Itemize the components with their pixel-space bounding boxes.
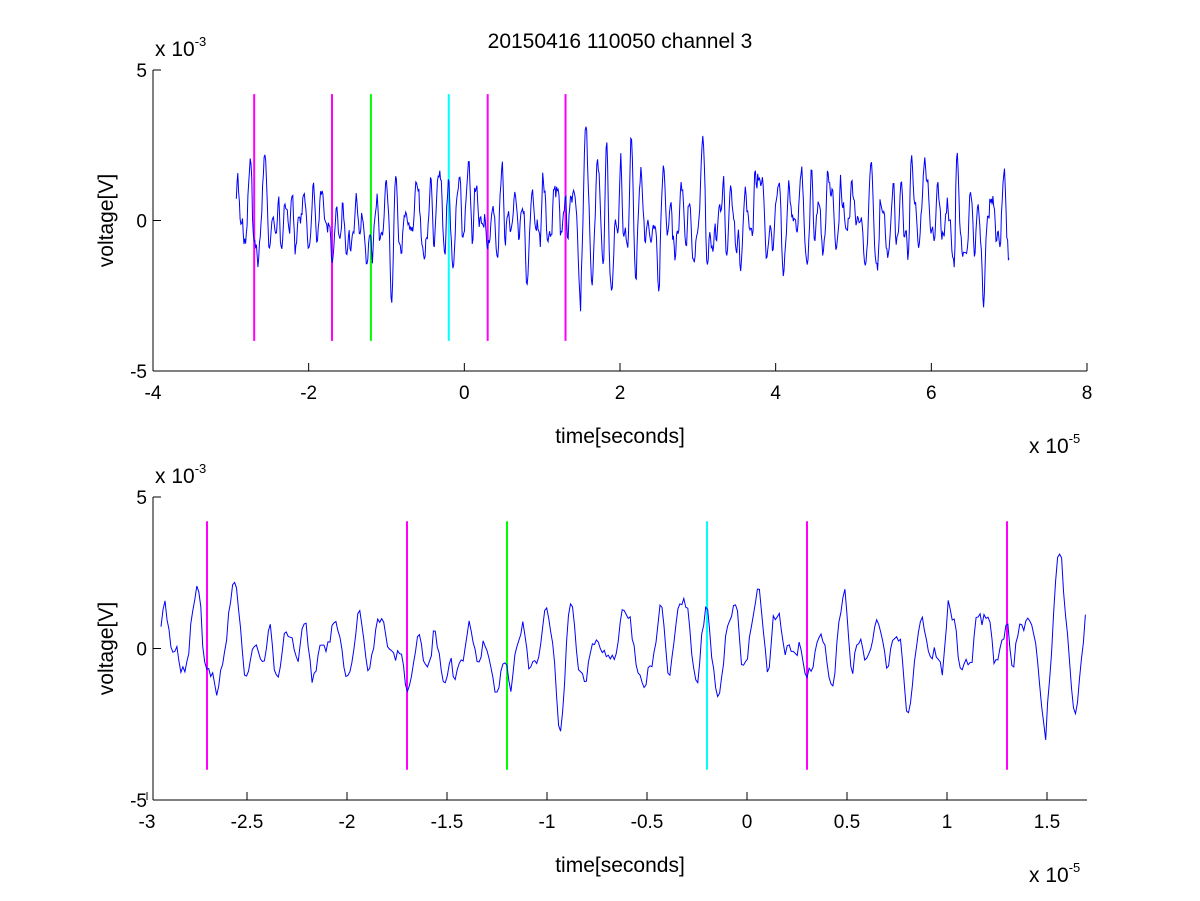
bottom-plot-x-exponent-power: -5: [1069, 860, 1081, 875]
bottom-plot-y-exponent-base: x 10: [155, 465, 195, 488]
x-tick-label: -0.5: [631, 812, 664, 833]
top-plot-voltage-trace: [235, 126, 1010, 312]
x-tick-label: 0: [742, 812, 753, 833]
bottom-plot-y-exponent-power: -3: [195, 461, 207, 476]
bottom-plot-x-exponent-base: x 10: [1029, 864, 1069, 887]
bottom-plot-y-axis-label: voltage[V]: [95, 602, 118, 695]
bottom-plot-y-ticks: -5 0 5: [130, 488, 161, 812]
top-plot-x-exponent-base: x 10: [1029, 435, 1069, 458]
x-tick-label: -1: [539, 812, 556, 833]
x-tick-label: -2: [339, 812, 356, 833]
x-tick-label: 2: [615, 383, 626, 404]
bottom-plot-x-ticks: -3 -2.5 -2 -1.5 -1 -0.5 0 0.5 1 1.5: [139, 792, 1060, 833]
x-tick-label: 1.5: [1034, 812, 1060, 833]
top-plot-y-exponent: x 10-3: [155, 34, 206, 61]
bottom-plot-voltage-trace: [160, 553, 1086, 740]
top-plot-x-axis-label: time[seconds]: [555, 425, 685, 448]
bottom-plot-markers: [206, 521, 1008, 770]
top-plot-x-ticks: -4 -2 0 2 4 6 8: [145, 363, 1093, 404]
bottom-plot-x-axis-label: time[seconds]: [555, 854, 685, 877]
top-plot-y-exponent-power: -3: [195, 34, 207, 49]
figure-title: 20150416 110050 channel 3: [488, 30, 753, 53]
bottom-plot-x-exponent: x 10-5: [1029, 860, 1080, 887]
y-tick-label: 0: [136, 212, 147, 233]
y-tick-label: 5: [136, 488, 147, 509]
x-tick-label: 0.5: [834, 812, 860, 833]
bottom-plot-y-exponent: x 10-3: [155, 461, 206, 488]
y-tick-label: 5: [136, 61, 147, 82]
top-plot-markers: [253, 94, 567, 341]
top-plot: -4 -2 0 2 4 6 8 -505 time[seconds] voltage[V] …: [95, 34, 1092, 458]
x-tick-label: 6: [926, 383, 937, 404]
y-tick-label: -5: [130, 791, 147, 812]
y-tick-label: 0: [136, 640, 147, 661]
x-tick-label: -1.5: [431, 812, 464, 833]
bottom-plot-axes: [152, 497, 1087, 801]
top-plot-axes: [152, 70, 1087, 372]
x-tick-label: -3: [139, 812, 156, 833]
x-tick-label: 4: [770, 383, 781, 404]
top-plot-x-exponent: x 10-5: [1029, 431, 1080, 458]
top-plot-y-exponent-base: x 10: [155, 38, 195, 61]
x-tick-label: 1: [942, 812, 953, 833]
top-plot-y-axis-label: voltage[V]: [95, 174, 118, 267]
x-tick-label: -2: [300, 383, 317, 404]
x-tick-label: 0: [459, 383, 470, 404]
x-tick-label: -4: [145, 383, 162, 404]
x-tick-label: 8: [1082, 383, 1093, 404]
y-tick-label: -5: [130, 362, 147, 383]
x-tick-label: -2.5: [231, 812, 264, 833]
bottom-plot: -3 -2.5 -2 -1.5 -1 -0.5 0 0.5 1 1.5 -5 0 5 time[sec…: [95, 461, 1087, 887]
top-plot-y-ticks: -5 0 5: [130, 61, 161, 383]
top-plot-x-exponent-power: -5: [1069, 431, 1081, 446]
